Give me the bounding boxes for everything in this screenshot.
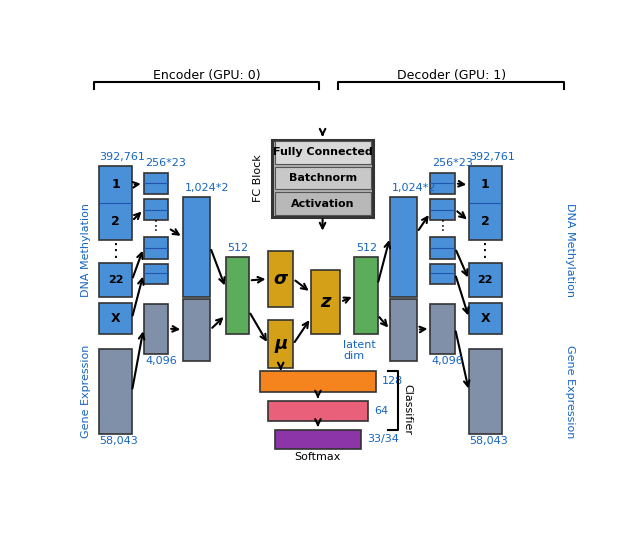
Text: 4,096: 4,096: [145, 356, 177, 366]
Bar: [183, 299, 210, 361]
Text: σ: σ: [274, 270, 288, 288]
Bar: [226, 257, 249, 335]
Text: 1: 1: [481, 179, 490, 191]
Text: Batchnorm: Batchnorm: [289, 173, 356, 183]
Text: DNA Methylation: DNA Methylation: [81, 203, 92, 297]
Text: 2: 2: [481, 215, 490, 228]
Text: Classifier: Classifier: [403, 384, 413, 435]
Bar: [275, 192, 371, 215]
Bar: [275, 166, 371, 189]
Text: 1,024*2: 1,024*2: [184, 183, 229, 193]
Text: X: X: [481, 312, 490, 325]
Text: Encoder (GPU: 0): Encoder (GPU: 0): [152, 69, 260, 82]
Text: 22: 22: [477, 275, 493, 285]
Text: latent
dim: latent dim: [344, 340, 376, 361]
Text: Decoder (GPU: 1): Decoder (GPU: 1): [397, 69, 506, 82]
Text: X: X: [111, 312, 120, 325]
Text: Fully Connected: Fully Connected: [273, 147, 372, 158]
Text: Softmax: Softmax: [295, 452, 341, 462]
Bar: [99, 263, 132, 298]
Text: 4,096: 4,096: [432, 356, 463, 366]
Bar: [355, 257, 378, 335]
Bar: [268, 320, 293, 368]
Bar: [390, 299, 417, 361]
Text: 512: 512: [227, 243, 248, 253]
Text: 1: 1: [111, 179, 120, 191]
Bar: [272, 139, 373, 217]
Text: 256*23: 256*23: [145, 158, 186, 168]
Bar: [183, 197, 210, 298]
Text: DNA Methylation: DNA Methylation: [564, 203, 575, 297]
Bar: [469, 349, 502, 434]
Bar: [268, 401, 368, 421]
Text: 256*23: 256*23: [432, 158, 473, 168]
Bar: [99, 166, 132, 239]
Text: 128: 128: [382, 376, 403, 387]
Text: ⋮: ⋮: [149, 219, 163, 233]
Text: 58,043: 58,043: [469, 436, 508, 446]
Text: Activation: Activation: [291, 199, 355, 208]
Text: 33/34: 33/34: [367, 435, 399, 445]
Bar: [99, 349, 132, 434]
Bar: [430, 264, 455, 284]
Text: 1,024*2: 1,024*2: [392, 183, 436, 193]
Text: z: z: [321, 293, 331, 311]
Bar: [275, 141, 371, 164]
Bar: [99, 302, 132, 333]
Bar: [311, 270, 340, 333]
Text: 58,043: 58,043: [99, 436, 138, 446]
Text: ⋮: ⋮: [476, 242, 494, 260]
Text: 512: 512: [356, 243, 377, 253]
Bar: [143, 199, 168, 220]
Text: ⋮: ⋮: [436, 219, 450, 233]
Bar: [143, 304, 168, 353]
Bar: [275, 430, 360, 449]
Text: FC Block: FC Block: [253, 154, 263, 202]
Bar: [430, 199, 455, 220]
Bar: [143, 264, 168, 284]
Bar: [469, 263, 502, 298]
Text: 392,761: 392,761: [99, 152, 145, 162]
Bar: [143, 173, 168, 194]
Text: 64: 64: [374, 406, 388, 416]
Bar: [260, 371, 376, 392]
Bar: [430, 304, 455, 353]
Bar: [143, 237, 168, 259]
Bar: [390, 197, 417, 298]
Bar: [469, 166, 502, 239]
Text: 22: 22: [108, 275, 124, 285]
Text: ⋮: ⋮: [107, 242, 125, 260]
Text: 2: 2: [111, 215, 120, 228]
Bar: [430, 173, 455, 194]
Text: Gene Expression: Gene Expression: [564, 345, 575, 438]
Text: 392,761: 392,761: [469, 152, 515, 162]
Text: Gene Expression: Gene Expression: [81, 345, 92, 438]
Bar: [430, 237, 455, 259]
Text: μ: μ: [274, 335, 287, 353]
Bar: [469, 302, 502, 333]
Bar: [268, 251, 293, 306]
